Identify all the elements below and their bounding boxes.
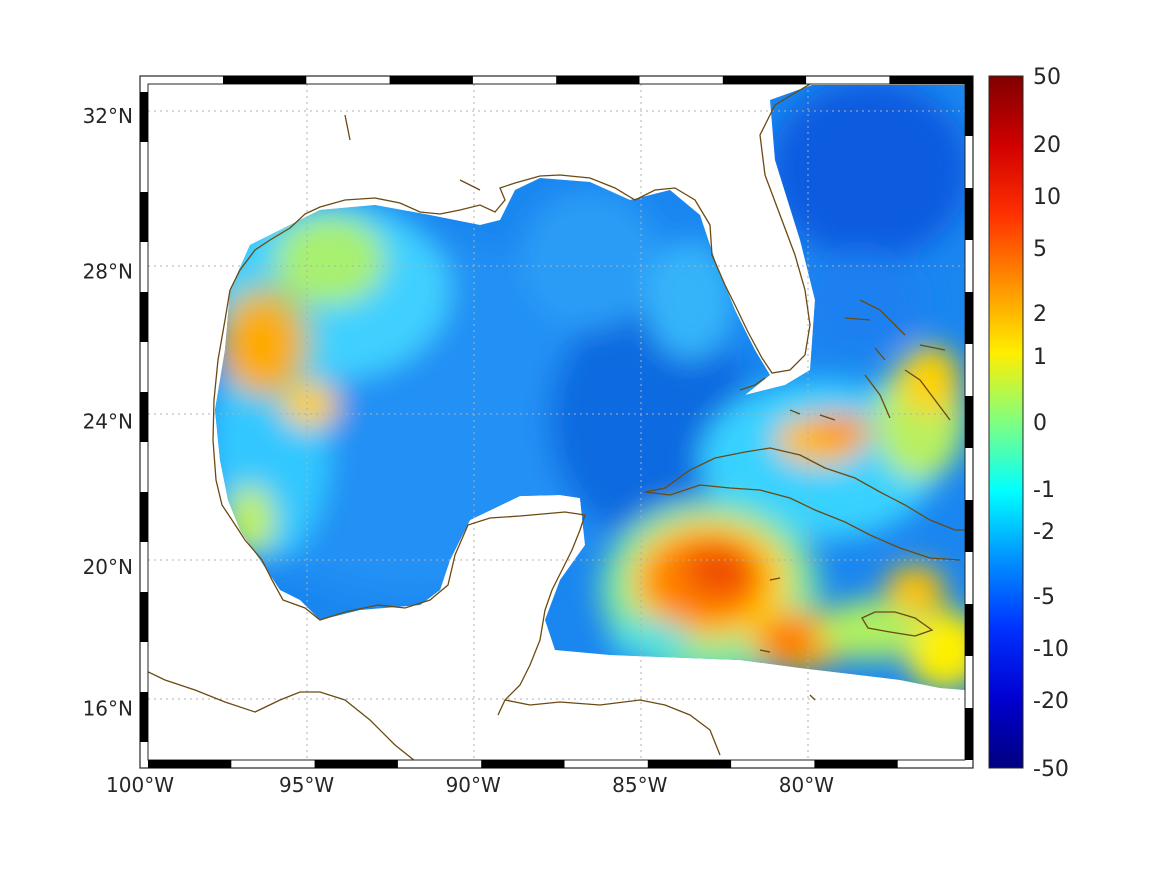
border-segment xyxy=(140,592,148,642)
graticule xyxy=(148,84,965,760)
border-segment xyxy=(140,492,148,542)
border-segment xyxy=(965,396,973,448)
border-segment xyxy=(647,760,732,768)
coast-us-mexico xyxy=(229,84,812,374)
border-segment xyxy=(140,192,148,242)
border-segment xyxy=(314,760,398,768)
colorbar-label: 10 xyxy=(1033,185,1061,210)
lat-label: 32°N xyxy=(83,104,133,128)
coast-yucatan-south xyxy=(504,699,721,756)
coastline xyxy=(148,84,965,760)
colorbar-label: 2 xyxy=(1033,302,1047,327)
border-segment xyxy=(965,604,973,656)
border-segment xyxy=(965,188,973,240)
lon-label: 95°W xyxy=(279,773,334,797)
colorbar-label: -20 xyxy=(1033,689,1069,714)
border-segment xyxy=(389,76,473,84)
coast-central-america xyxy=(148,671,415,760)
coast-bahamas xyxy=(844,299,951,421)
border-segment xyxy=(556,76,640,84)
coast-caribbean-islands xyxy=(344,114,816,701)
coast-cuba xyxy=(644,447,965,531)
lat-label: 20°N xyxy=(83,555,133,579)
colorbar-label: 1 xyxy=(1033,345,1047,370)
border-segment xyxy=(140,692,148,742)
border-segment xyxy=(814,760,898,768)
lat-label: 16°N xyxy=(83,697,133,721)
latitude-labels: 32°N 28°N 24°N 20°N 16°N xyxy=(83,104,133,721)
lat-label: 24°N xyxy=(83,410,133,434)
border-segment xyxy=(722,76,807,84)
lat-label: 28°N xyxy=(83,260,133,284)
colorbar-label: 50 xyxy=(1033,65,1061,90)
colorbar-label: -10 xyxy=(1033,637,1069,662)
border-segment xyxy=(223,76,307,84)
border-segment xyxy=(140,392,148,442)
border-segment xyxy=(889,76,973,84)
coast-cuba-south xyxy=(644,484,961,561)
lon-label: 85°W xyxy=(612,773,667,797)
lon-label: 100°W xyxy=(106,773,174,797)
colorbar-gradient xyxy=(988,75,1024,769)
border-segment xyxy=(965,292,973,344)
coast-florida-bay xyxy=(739,377,836,421)
border-segment xyxy=(965,84,973,136)
colorbar-label: -5 xyxy=(1033,585,1055,610)
border-segment xyxy=(965,708,973,760)
lon-label: 90°W xyxy=(446,773,501,797)
colorbar-label: 5 xyxy=(1033,237,1047,262)
axes-frame xyxy=(139,75,974,769)
colorbar-label: 0 xyxy=(1033,411,1047,436)
longitude-labels: 100°W 95°W 90°W 85°W 80°W xyxy=(106,773,834,797)
colorbar-label: -1 xyxy=(1033,478,1055,503)
coast-jamaica xyxy=(861,611,934,637)
coast-mexico-east xyxy=(212,289,586,716)
border-segment xyxy=(140,92,148,142)
border-segment xyxy=(140,292,148,342)
border-segment xyxy=(148,760,232,768)
colorbar-label: -2 xyxy=(1033,520,1055,545)
lon-label: 80°W xyxy=(779,773,834,797)
colorbar-label: 20 xyxy=(1033,133,1061,158)
colorbar-label: -50 xyxy=(1033,757,1069,782)
border-segment xyxy=(965,500,973,552)
border-segment xyxy=(481,760,565,768)
